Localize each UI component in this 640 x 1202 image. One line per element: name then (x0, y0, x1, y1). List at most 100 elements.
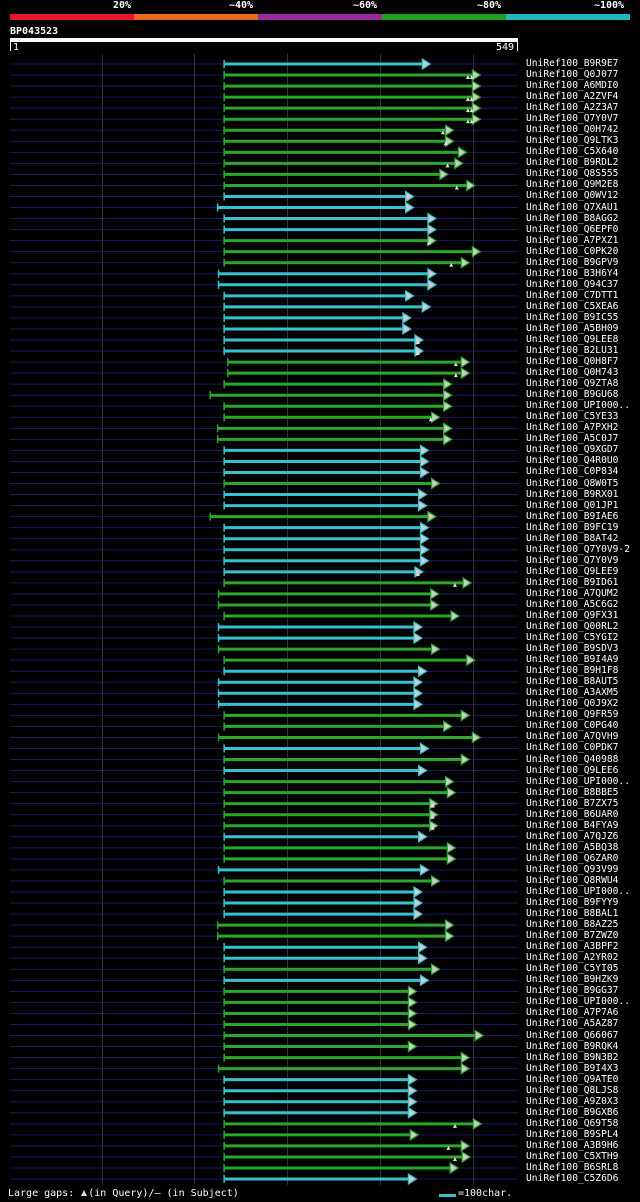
hit-label[interactable]: UniRef100_C5X640 (526, 146, 619, 158)
hit-label[interactable]: UniRef100_B9FYY9 (526, 897, 619, 909)
hit-label[interactable]: UniRef100_Q0H742 (526, 124, 619, 136)
hit-label[interactable]: UniRef100_B9GU68 (526, 389, 619, 401)
hit-label[interactable]: UniRef100_C0PK20 (526, 245, 619, 257)
hit-label[interactable]: UniRef100_B9R9E7 (526, 58, 619, 69)
hit-label[interactable]: UniRef100_Q40988 (526, 753, 619, 765)
hit-label[interactable]: UniRef100_B6UAR0 (526, 808, 619, 820)
hit-label[interactable]: UniRef100_B2LU31 (526, 345, 619, 357)
hit-label[interactable]: UniRef100_Q69T58 (526, 1117, 619, 1129)
hit-label[interactable]: UniRef100_A7PXH2 (526, 422, 619, 434)
hit-label[interactable]: UniRef100_C0PDK7 (526, 742, 619, 754)
hit-label[interactable]: UniRef100_B9GPV9 (526, 256, 619, 268)
hit-label[interactable]: UniRef100_B9SDV3 (526, 643, 619, 655)
hit-label[interactable]: UniRef100_Q9ZTA8 (526, 378, 619, 390)
hit-label[interactable]: UniRef100_Q9FR59 (526, 709, 619, 721)
hit-label[interactable]: UniRef100_UPI000.. (526, 400, 630, 412)
hit-label[interactable]: UniRef100_C5XEA6 (526, 300, 619, 312)
hit-label[interactable]: UniRef100_A7QUM2 (526, 587, 619, 599)
hit-label[interactable]: UniRef100_C5Z6D6 (526, 1173, 619, 1185)
hit-label[interactable]: UniRef100_Q66067 (526, 1029, 619, 1041)
hit-label[interactable]: UniRef100_A7P7A6 (526, 1007, 619, 1019)
hit-label[interactable]: UniRef100_B7ZWZ0 (526, 930, 619, 942)
hit-label[interactable]: UniRef100_A2YR02 (526, 952, 619, 964)
hit-label[interactable]: UniRef100_Q0J9X2 (526, 698, 619, 710)
hit-label[interactable]: UniRef100_B9IC55 (526, 311, 619, 323)
hit-label[interactable]: UniRef100_A5C6G2 (526, 598, 619, 610)
hit-label[interactable]: UniRef100_A7QJZ6 (526, 830, 619, 842)
hit-label[interactable]: UniRef100_Q0H743 (526, 367, 619, 379)
hit-label[interactable]: UniRef100_C7DTT1 (526, 289, 619, 301)
hit-label[interactable]: UniRef100_B9GXB6 (526, 1106, 619, 1118)
hit-label[interactable]: UniRef100_B8BAL1 (526, 908, 619, 920)
hit-label[interactable]: UniRef100_B9N3B2 (526, 1051, 619, 1063)
hit-label[interactable]: UniRef100_B9SPL4 (526, 1128, 619, 1140)
hit-label[interactable]: UniRef100_A5AZ87 (526, 1018, 619, 1030)
hit-label[interactable]: UniRef100_Q01JP1 (526, 499, 619, 511)
hit-label[interactable]: UniRef100_B9RQK4 (526, 1040, 619, 1052)
hit-label[interactable]: UniRef100_B3H6Y4 (526, 267, 619, 279)
hit-label[interactable]: UniRef100_Q9FX31 (526, 610, 619, 621)
hit-label[interactable]: UniRef100_B8AZ25 (526, 919, 619, 931)
hit-label[interactable]: UniRef100_UPI000.. (526, 996, 630, 1008)
hit-label[interactable]: UniRef100_B9ID61 (526, 576, 619, 588)
hit-label[interactable]: UniRef100_Q4R0U0 (526, 455, 619, 467)
hit-label[interactable]: UniRef100_Q9LEE6 (526, 764, 619, 776)
hit-label[interactable]: UniRef100_UPI000.. (526, 886, 630, 897)
hit-label[interactable]: UniRef100_Q9M2E8 (526, 179, 619, 191)
hit-label[interactable]: UniRef100_Q9XGD7 (526, 444, 619, 456)
hit-label[interactable]: UniRef100_Q8RWU4 (526, 874, 619, 886)
hit-label[interactable]: UniRef100_B8BBE5 (526, 786, 619, 798)
hit-label[interactable]: UniRef100_B9I4X3 (526, 1062, 619, 1074)
hit-label[interactable]: UniRef100_Q7Y0V9-2 (526, 543, 630, 555)
hit-label[interactable]: UniRef100_B9IAE6 (526, 510, 619, 522)
hit-label[interactable]: UniRef100_B6SRL8 (526, 1162, 619, 1173)
hit-label[interactable]: UniRef100_Q7Y0V9 (526, 554, 619, 566)
hit-label[interactable]: UniRef100_C0P834 (526, 466, 619, 478)
hit-label[interactable]: UniRef100_B4FYA9 (526, 819, 619, 831)
hit-label[interactable]: UniRef100_Q0H8F7 (526, 356, 619, 368)
hit-label[interactable]: UniRef100_B9FC19 (526, 521, 619, 533)
hit-label[interactable]: UniRef100_A5C0J7 (526, 433, 619, 445)
hit-label[interactable]: UniRef100_Q9LEE9 (526, 565, 619, 577)
hit-label[interactable]: UniRef100_B8AGG2 (526, 212, 619, 224)
hit-label[interactable]: UniRef100_C5YE33 (526, 411, 619, 423)
hit-label[interactable]: UniRef100_Q8W0T5 (526, 477, 619, 489)
hit-label[interactable]: UniRef100_A7PXZ1 (526, 234, 619, 246)
hit-label[interactable]: UniRef100_A5BH09 (526, 322, 619, 334)
hit-label[interactable]: UniRef100_Q9ATE0 (526, 1073, 619, 1085)
hit-label[interactable]: UniRef100_UPI000.. (526, 775, 630, 787)
hit-label[interactable]: UniRef100_Q0WV12 (526, 190, 619, 202)
hit-label[interactable]: UniRef100_Q93V99 (526, 863, 619, 875)
hit-label[interactable]: UniRef100_Q00RL2 (526, 621, 619, 633)
hit-label[interactable]: UniRef100_B9H1F8 (526, 665, 619, 677)
hit-label[interactable]: UniRef100_Q7Y0V7 (526, 113, 619, 125)
hit-label[interactable]: UniRef100_B9I4A9 (526, 654, 619, 666)
hit-label[interactable]: UniRef100_C5YGI2 (526, 632, 619, 644)
hit-label[interactable]: UniRef100_Q94C37 (526, 278, 619, 290)
hit-label[interactable]: UniRef100_Q7XAU1 (526, 201, 619, 213)
hit-label[interactable]: UniRef100_A3BPF2 (526, 941, 619, 953)
hit-label[interactable]: UniRef100_A3B9H6 (526, 1139, 619, 1151)
hit-label[interactable]: UniRef100_A5BQ38 (526, 841, 619, 853)
hit-label[interactable]: UniRef100_B8AUT5 (526, 676, 619, 688)
hit-label[interactable]: UniRef100_B9GG37 (526, 985, 619, 997)
hit-label[interactable]: UniRef100_C5XTH9 (526, 1150, 619, 1162)
hit-label[interactable]: UniRef100_B9RDL2 (526, 157, 619, 169)
hit-label[interactable]: UniRef100_Q6ZAR0 (526, 852, 619, 864)
hit-label[interactable]: UniRef100_A2Z3A7 (526, 102, 619, 114)
hit-label[interactable]: UniRef100_A9Z0X3 (526, 1095, 619, 1107)
hit-label[interactable]: UniRef100_A2ZVF4 (526, 91, 619, 103)
hit-label[interactable]: UniRef100_C5YI05 (526, 963, 619, 975)
hit-label[interactable]: UniRef100_Q9LEE8 (526, 334, 619, 345)
hit-label[interactable]: UniRef100_C0PG40 (526, 720, 619, 732)
hit-label[interactable]: UniRef100_Q8LJS8 (526, 1084, 619, 1096)
hit-label[interactable]: UniRef100_A3AXM5 (526, 687, 619, 699)
hit-label[interactable]: UniRef100_A6MDI0 (526, 80, 619, 92)
hit-label[interactable]: UniRef100_B9RX01 (526, 488, 619, 500)
hit-label[interactable]: UniRef100_A7QVH9 (526, 731, 619, 743)
hit-label[interactable]: UniRef100_B9HZK9 (526, 974, 619, 986)
hit-label[interactable]: UniRef100_B7ZX75 (526, 797, 619, 809)
hit-label[interactable]: UniRef100_Q8S555 (526, 168, 619, 180)
hit-label[interactable]: UniRef100_Q0J077 (526, 69, 619, 81)
hit-label[interactable]: UniRef100_B8AT42 (526, 532, 619, 544)
